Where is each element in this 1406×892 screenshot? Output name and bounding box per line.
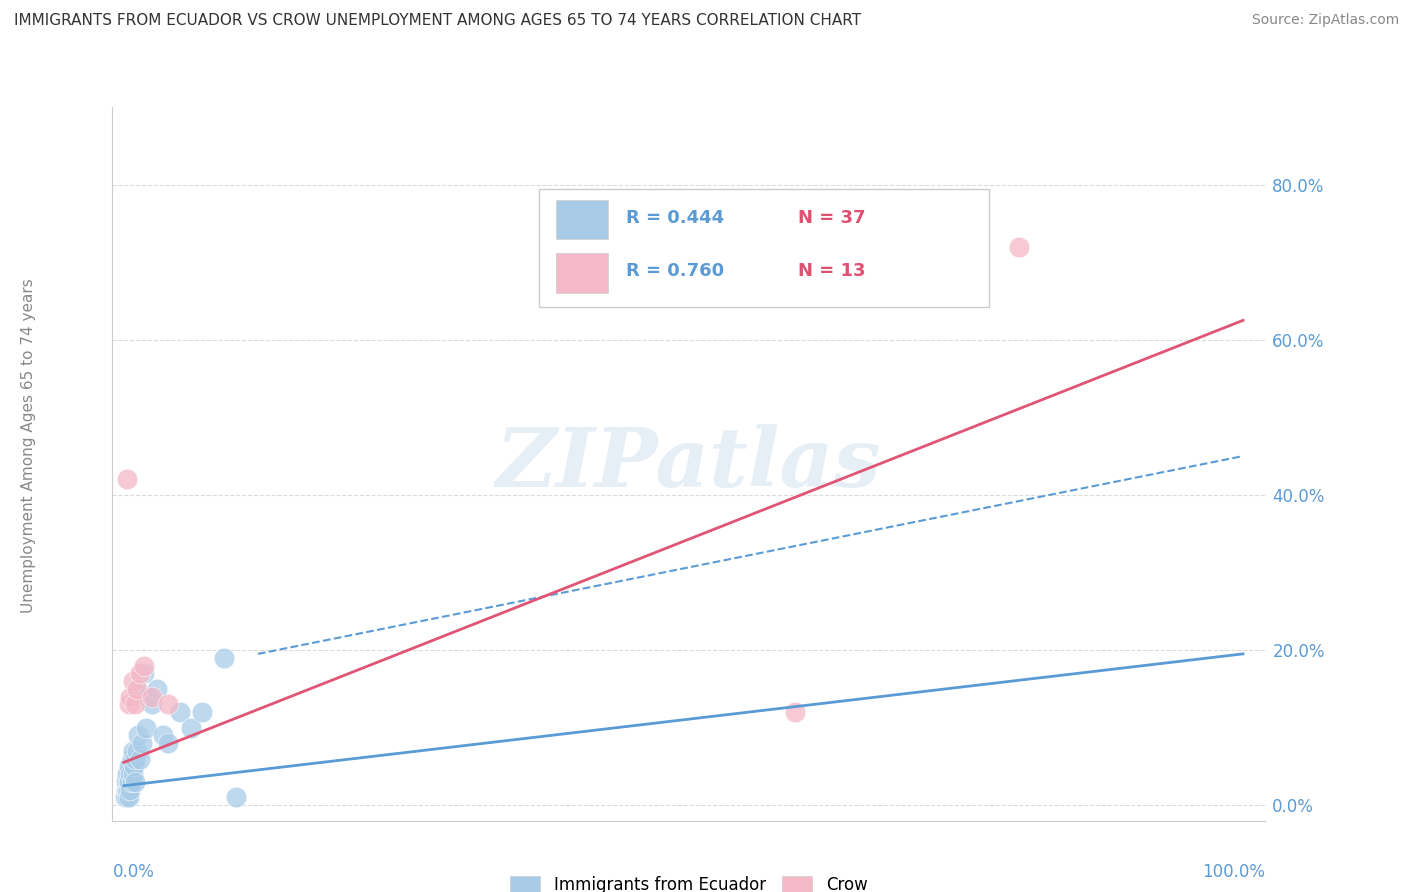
Point <box>214 650 236 665</box>
Point <box>785 705 807 719</box>
Point <box>121 751 143 765</box>
Point <box>157 698 180 712</box>
Text: N = 13: N = 13 <box>799 262 866 280</box>
Point <box>121 767 143 781</box>
Text: N = 37: N = 37 <box>799 209 866 227</box>
Point <box>117 782 139 797</box>
Point <box>129 666 152 681</box>
FancyBboxPatch shape <box>557 253 609 293</box>
Point <box>115 790 138 805</box>
Point <box>121 775 143 789</box>
Point <box>127 681 149 696</box>
Point <box>115 782 138 797</box>
Point <box>124 775 146 789</box>
Point <box>125 681 148 696</box>
Point <box>952 240 974 254</box>
Text: R = 0.760: R = 0.760 <box>626 262 724 280</box>
Point <box>118 698 141 712</box>
Point <box>121 673 143 688</box>
Point <box>225 790 247 805</box>
FancyBboxPatch shape <box>538 189 988 307</box>
Text: Unemployment Among Ages 65 to 74 years: Unemployment Among Ages 65 to 74 years <box>21 278 35 614</box>
Point <box>115 472 138 486</box>
Point <box>141 698 163 712</box>
Text: ZIPatlas: ZIPatlas <box>496 424 882 504</box>
Point <box>124 698 146 712</box>
Point <box>118 790 141 805</box>
Text: 0.0%: 0.0% <box>112 863 155 881</box>
Point <box>132 658 155 673</box>
Point <box>117 775 139 789</box>
Point <box>132 666 155 681</box>
Text: R = 0.444: R = 0.444 <box>626 209 724 227</box>
Point <box>146 681 169 696</box>
Point <box>141 690 163 704</box>
Point <box>152 728 174 742</box>
Point <box>120 690 142 704</box>
Legend: Immigrants from Ecuador, Crow: Immigrants from Ecuador, Crow <box>510 876 868 892</box>
Point <box>131 736 153 750</box>
Text: IMMIGRANTS FROM ECUADOR VS CROW UNEMPLOYMENT AMONG AGES 65 TO 74 YEARS CORRELATI: IMMIGRANTS FROM ECUADOR VS CROW UNEMPLOY… <box>14 13 862 29</box>
Point <box>129 751 152 765</box>
Point <box>180 721 202 735</box>
Point <box>118 759 141 773</box>
Point <box>191 705 214 719</box>
Text: 100.0%: 100.0% <box>1202 863 1265 881</box>
Point <box>127 744 149 758</box>
Text: Source: ZipAtlas.com: Source: ZipAtlas.com <box>1251 13 1399 28</box>
Point <box>157 736 180 750</box>
Point <box>169 705 191 719</box>
Point <box>114 790 136 805</box>
Point <box>115 775 138 789</box>
Point <box>120 782 142 797</box>
Point <box>135 721 157 735</box>
Point <box>122 759 145 773</box>
FancyBboxPatch shape <box>557 200 609 239</box>
Point <box>115 782 138 797</box>
Point <box>115 767 138 781</box>
Point <box>121 744 143 758</box>
Point <box>136 690 159 704</box>
Point <box>124 751 146 765</box>
Point <box>127 728 149 742</box>
Point <box>118 775 141 789</box>
Point <box>120 767 142 781</box>
Point <box>1008 240 1031 254</box>
